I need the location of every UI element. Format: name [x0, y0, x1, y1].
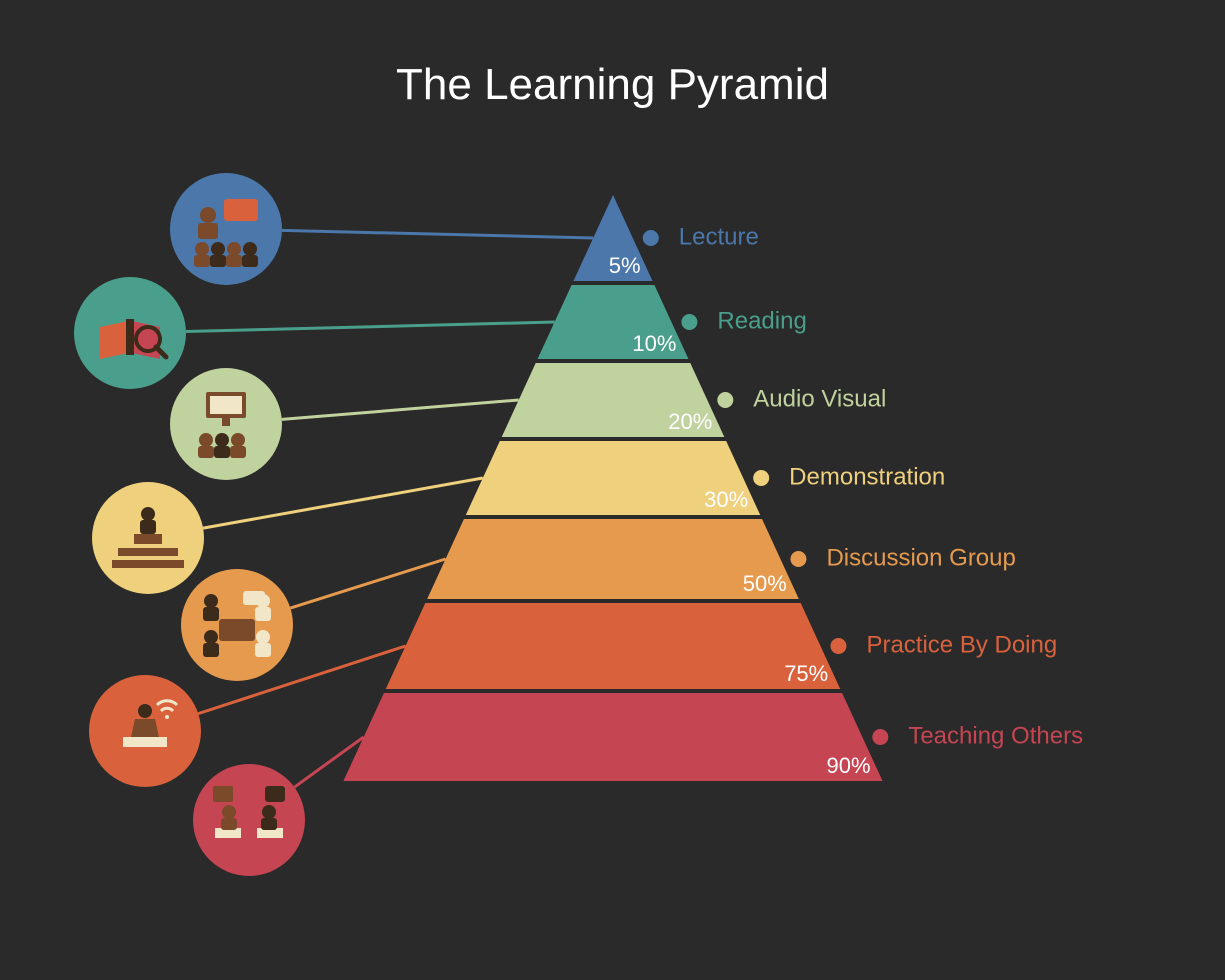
label-dot	[753, 470, 769, 486]
infographic-canvas: The Learning Pyramid Lecture 5% Reading 10%…	[0, 0, 1225, 980]
connector-line	[282, 230, 593, 238]
reading-icon	[74, 277, 186, 389]
level-percent: 75%	[784, 661, 828, 686]
connector-line	[282, 400, 519, 419]
level-label: Practice By Doing	[866, 631, 1057, 658]
level-label: Teaching Others	[908, 722, 1083, 749]
label-dot	[717, 392, 733, 408]
demo-icon	[92, 482, 204, 594]
pyramid-level	[343, 693, 882, 781]
label-dot	[872, 729, 888, 745]
level-label: Audio Visual	[753, 385, 886, 412]
level-percent: 20%	[668, 409, 712, 434]
av-icon	[170, 368, 282, 480]
lecture-icon	[170, 173, 282, 285]
level-label: Lecture	[679, 223, 759, 250]
pyramid-level	[386, 603, 840, 689]
connector-line	[290, 559, 445, 608]
connector-line	[203, 478, 483, 528]
connector-line	[186, 322, 555, 332]
level-label: Demonstration	[789, 463, 945, 490]
level-percent: 90%	[827, 753, 871, 778]
practice-icon	[89, 675, 201, 787]
level-label: Discussion Group	[826, 544, 1015, 571]
level-percent: 10%	[632, 331, 676, 356]
level-percent: 50%	[743, 571, 787, 596]
group-icon	[181, 569, 293, 681]
page-title: The Learning Pyramid	[0, 60, 1225, 110]
teach-icon	[193, 764, 305, 876]
pyramid-svg: Lecture 5% Reading 10% Audio Visual 20% Demons…	[0, 0, 1225, 980]
level-label: Reading	[717, 307, 806, 334]
level-percent: 5%	[609, 253, 641, 278]
level-percent: 30%	[704, 487, 748, 512]
label-dot	[790, 551, 806, 567]
label-dot	[830, 638, 846, 654]
label-dot	[681, 314, 697, 330]
label-dot	[643, 230, 659, 246]
